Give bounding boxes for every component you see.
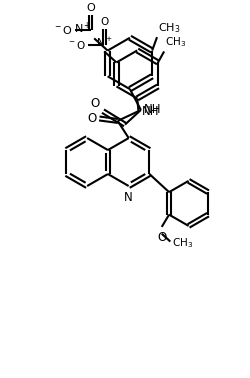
Text: NH: NH xyxy=(142,105,159,118)
Text: CH$_3$: CH$_3$ xyxy=(172,236,193,250)
Text: $^-$O: $^-$O xyxy=(68,39,86,51)
Text: N$^+$: N$^+$ xyxy=(74,21,92,36)
Text: $^-$O: $^-$O xyxy=(52,24,73,36)
Text: NH: NH xyxy=(144,104,161,116)
Text: O: O xyxy=(90,97,99,110)
Text: O: O xyxy=(100,17,108,27)
Text: O: O xyxy=(86,3,95,13)
Text: O: O xyxy=(157,231,166,243)
Text: CH$_3$: CH$_3$ xyxy=(165,35,186,49)
Text: N$^+$: N$^+$ xyxy=(96,36,112,48)
Text: CH$_3$: CH$_3$ xyxy=(158,21,181,35)
Text: N: N xyxy=(124,191,133,204)
Text: O: O xyxy=(87,112,96,125)
